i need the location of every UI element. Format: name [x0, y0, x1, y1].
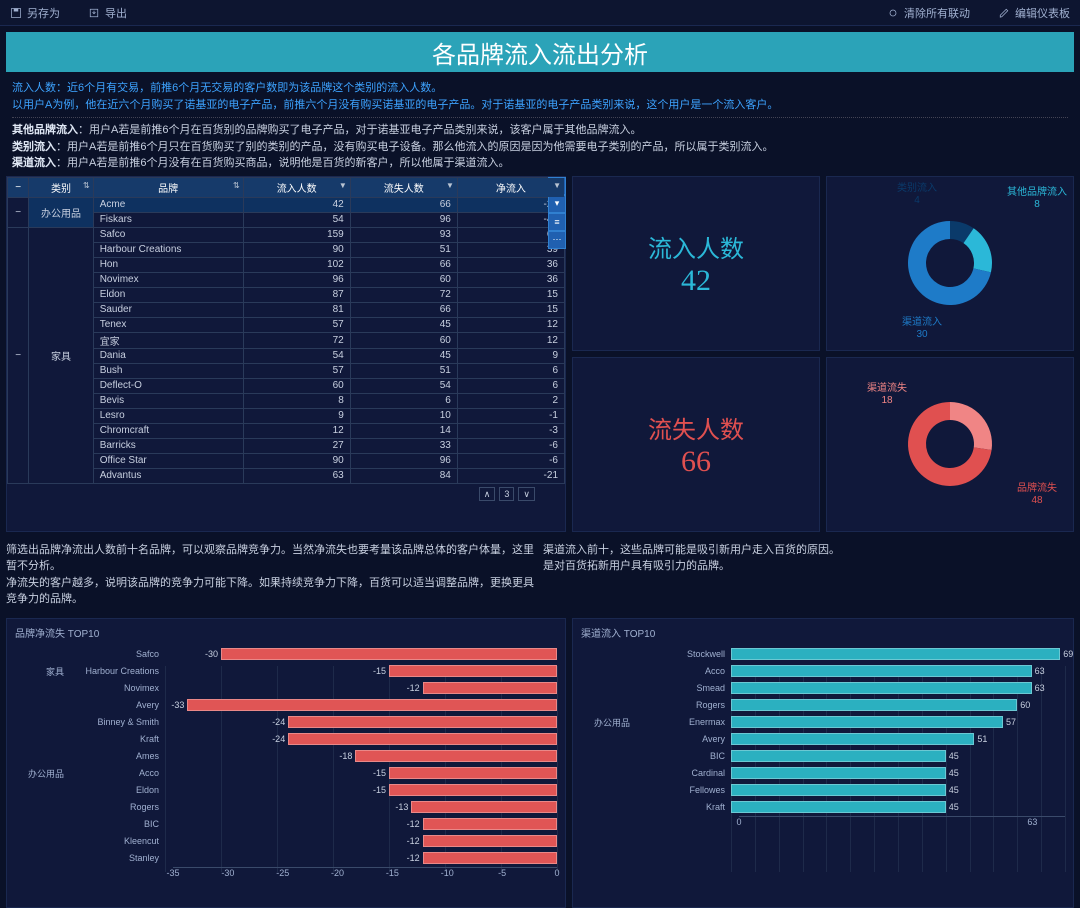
inflow-donut-panel: 类别流入4 其他品牌流入8 渠道流入30	[826, 176, 1074, 351]
bar-row[interactable]: 办公用品Acco-15	[15, 765, 557, 782]
pager: ∧ 3 ∨	[7, 484, 565, 504]
tool-more-icon[interactable]: ⋯	[548, 231, 566, 249]
bar-row[interactable]: Cardinal45	[581, 765, 1065, 782]
channel-inflow-bar-panel: 渠道流入 TOP10 Stockwell69Acco63Smead63Roger…	[572, 618, 1074, 908]
save-icon	[10, 7, 22, 19]
clear-link-button[interactable]: 清除所有联动	[887, 5, 970, 21]
edit-dashboard-button[interactable]: 编辑仪表板	[998, 5, 1070, 21]
page-title: 各品牌流入流出分析	[6, 32, 1074, 72]
inflow-kpi-panel: 流入人数 42	[572, 176, 820, 351]
collapse-cat[interactable]: −	[8, 197, 29, 227]
bar-row[interactable]: Stockwell69	[581, 646, 1065, 663]
bar-right-title: 渠道流入 TOP10	[573, 619, 1073, 646]
bar-row[interactable]: Kraft-24	[15, 731, 557, 748]
description-block: 流入人数：近6个月有交易，前推6个月无交易的客户数即为该品牌这个类别的流入人数。…	[0, 76, 1080, 176]
toolbar: 另存为 导出 清除所有联动 编辑仪表板	[0, 0, 1080, 26]
column-header[interactable]: 净流入▼	[457, 177, 564, 197]
column-header[interactable]: 类别⇅	[29, 177, 93, 197]
donut-slice-label: 其他品牌流入8	[997, 187, 1077, 211]
page-down-button[interactable]: ∨	[518, 487, 535, 501]
bar-row[interactable]: Acco63	[581, 663, 1065, 680]
donut-slice-label: 渠道流入30	[882, 317, 962, 341]
unlink-icon	[887, 7, 899, 19]
bar-row[interactable]: BIC45	[581, 748, 1065, 765]
bar-row[interactable]: Ames-18	[15, 748, 557, 765]
bar-row[interactable]: BIC-12	[15, 816, 557, 833]
outflow-label: 流失人数	[648, 410, 744, 445]
inflow-label: 流入人数	[648, 229, 744, 264]
donut-slice-label: 品牌流失48	[997, 483, 1077, 507]
chart-descriptions: 筛选出品牌净流出人数前十名品牌，可以观察品牌竞争力。当然净流失也要考量该品牌总体…	[6, 538, 1074, 612]
bar-row[interactable]: Novimex-12	[15, 680, 557, 697]
bar-row[interactable]: Binney & Smith-24	[15, 714, 557, 731]
bar-row[interactable]: Smead63	[581, 680, 1065, 697]
edit-icon	[998, 7, 1010, 19]
page-up-button[interactable]: ∧	[479, 487, 496, 501]
bar-row[interactable]: Eldon-15	[15, 782, 557, 799]
outflow-value: 66	[681, 445, 711, 479]
donut-slice-label: 类别流入4	[877, 183, 957, 207]
collapse-cat[interactable]: −	[8, 227, 29, 483]
bar-row[interactable]: Safco-30	[15, 646, 557, 663]
bar-row[interactable]: Stanley-12	[15, 850, 557, 867]
data-table-panel: ⤢ ▾ ≡ ⋯ −类别⇅品牌⇅流入人数▼流失人数▼净流入▼ −办公用品Acme4…	[6, 176, 566, 532]
bar-row[interactable]: Rogers-13	[15, 799, 557, 816]
collapse-all[interactable]: −	[8, 177, 29, 197]
bar-row[interactable]: Avery-33	[15, 697, 557, 714]
bar-row[interactable]: Rogers60	[581, 697, 1065, 714]
data-table: −类别⇅品牌⇅流入人数▼流失人数▼净流入▼ −办公用品Acme4266-24Fi…	[7, 177, 565, 484]
column-header[interactable]: 品牌⇅	[93, 177, 243, 197]
tool-filter-icon[interactable]: ▾	[548, 195, 566, 213]
bar-row[interactable]: 办公用品Enermax57	[581, 714, 1065, 731]
bar-row[interactable]: Avery51	[581, 731, 1065, 748]
page-number: 3	[499, 487, 514, 501]
table-row[interactable]: −家具Safco1599366	[8, 227, 565, 242]
bar-row[interactable]: Kleencut-12	[15, 833, 557, 850]
bar-row[interactable]: 家具Harbour Creations-15	[15, 663, 557, 680]
inflow-value: 42	[681, 264, 711, 298]
column-header[interactable]: 流失人数▼	[350, 177, 457, 197]
net-outflow-bar-panel: 品牌净流失 TOP10 Safco-30家具Harbour Creations-…	[6, 618, 566, 908]
column-header[interactable]: 流入人数▼	[243, 177, 350, 197]
outflow-kpi-panel: 流失人数 66	[572, 357, 820, 532]
donut-slice-label: 渠道流失18	[847, 383, 927, 407]
bar-left-title: 品牌净流失 TOP10	[7, 619, 565, 646]
outflow-donut-panel: 渠道流失18 品牌流失48	[826, 357, 1074, 532]
save-as-button[interactable]: 另存为	[10, 5, 60, 21]
export-icon	[88, 7, 100, 19]
bar-row[interactable]: Kraft45	[581, 799, 1065, 816]
export-button[interactable]: 导出	[88, 5, 127, 21]
bar-row[interactable]: Fellowes45	[581, 782, 1065, 799]
table-row[interactable]: −办公用品Acme4266-24	[8, 197, 565, 212]
tool-sort-icon[interactable]: ≡	[548, 213, 566, 231]
